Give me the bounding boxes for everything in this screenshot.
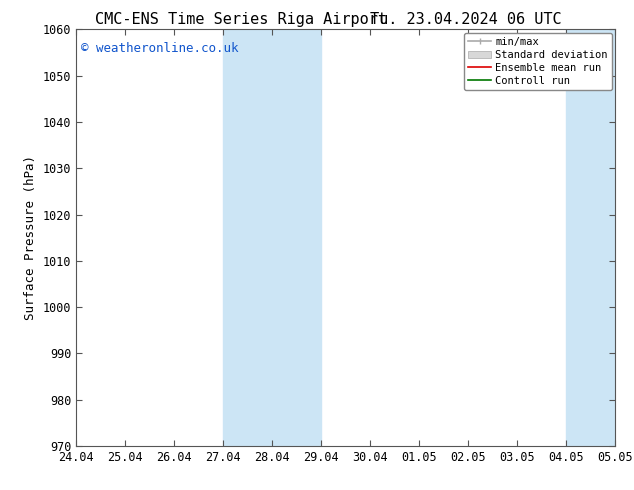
Bar	[223, 29, 321, 446]
Text: © weatheronline.co.uk: © weatheronline.co.uk	[81, 42, 239, 55]
Y-axis label: Surface Pressure (hPa): Surface Pressure (hPa)	[24, 155, 37, 320]
Bar	[566, 29, 634, 446]
Text: CMC-ENS Time Series Riga Airport: CMC-ENS Time Series Riga Airport	[95, 12, 387, 27]
Text: Tu. 23.04.2024 06 UTC: Tu. 23.04.2024 06 UTC	[370, 12, 562, 27]
Legend: min/max, Standard deviation, Ensemble mean run, Controll run: min/max, Standard deviation, Ensemble me…	[464, 32, 612, 90]
